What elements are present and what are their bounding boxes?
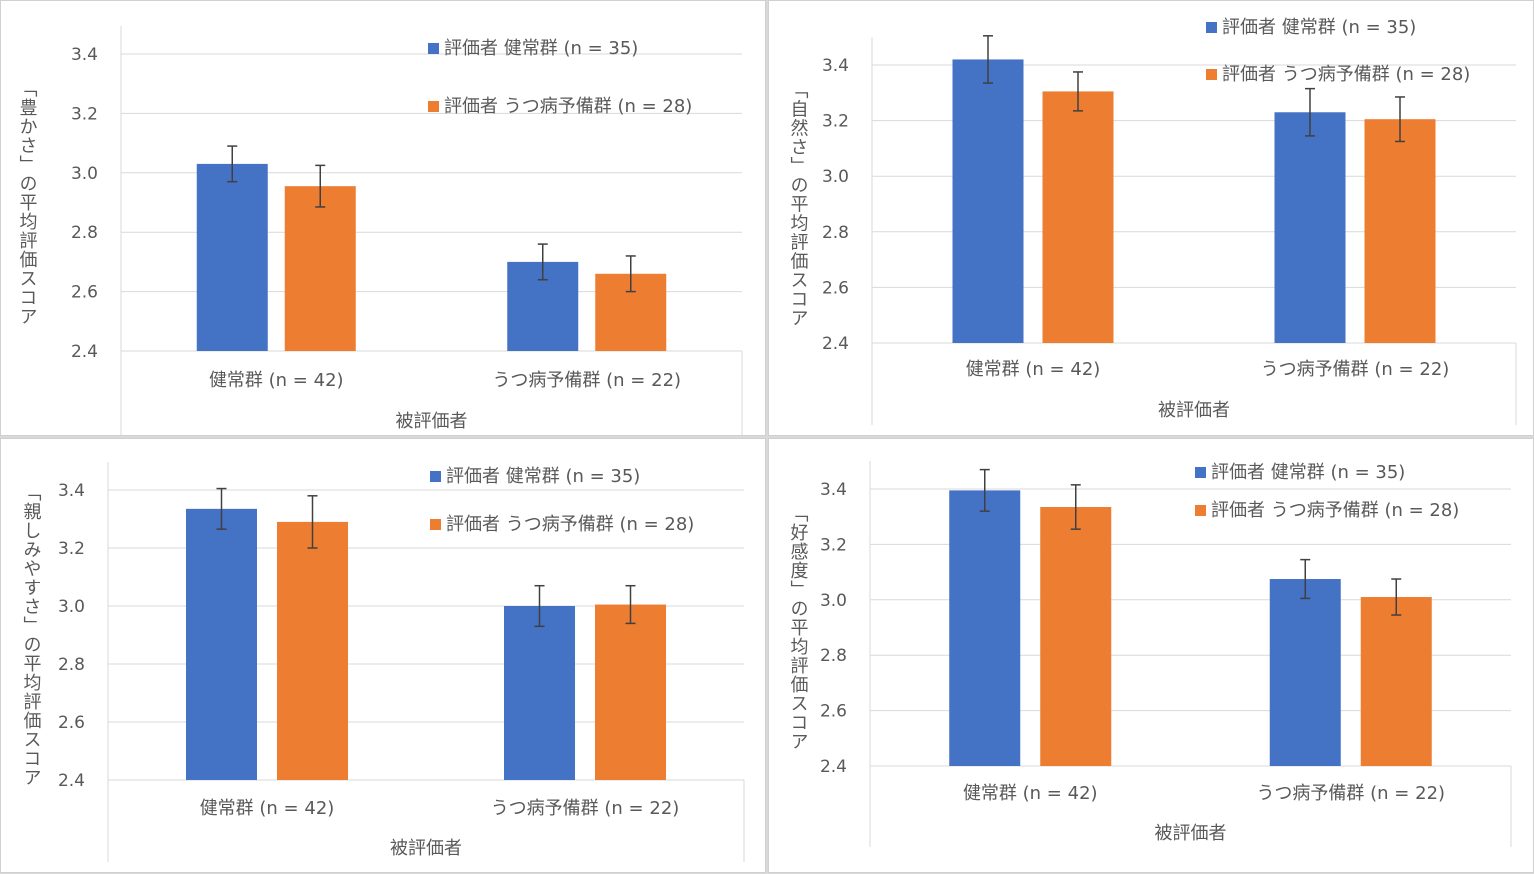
x-tick-label: 健常群 (n = 42) (209, 370, 344, 391)
bar-series1-cat2 (1269, 579, 1341, 766)
y-tick-label: 3.2 (71, 104, 98, 124)
legend-swatch (428, 101, 439, 112)
legend-label: 評価者 うつ病予備群 (n = 28) (1211, 500, 1459, 521)
chart-shizensa: 3.4 3.2 3.0 2.8 2.6 2.4 健常群 (n = 42) うつ病予備群 (n … (788, 17, 1517, 425)
y-tick-label: 2.6 (822, 278, 849, 298)
y-axis-title: 「好感度」の平均評価スコア (788, 504, 809, 751)
legend-swatch (1195, 467, 1206, 478)
legend-label: 評価者 うつ病予備群 (n = 28) (446, 514, 694, 535)
bar-series2-cat1 (1040, 507, 1112, 766)
legend-swatch (428, 43, 439, 54)
legend-label: 評価者 健常群 (n = 35) (1211, 462, 1405, 483)
legend-swatch (1206, 22, 1217, 33)
x-tick-label: うつ病予備群 (n = 22) (1256, 783, 1445, 804)
y-tick-label: 3.0 (58, 597, 85, 617)
y-tick-label: 3.0 (71, 164, 98, 184)
legend-swatch (430, 519, 441, 530)
bar-series2-cat2 (1364, 119, 1436, 344)
y-tick-label: 2.8 (58, 655, 85, 675)
chart-koukando: 3.4 3.2 3.0 2.8 2.6 2.4 健常群 (n = 42) うつ病予備群 (n … (788, 461, 1512, 847)
x-tick-label: 健常群 (n = 42) (963, 783, 1098, 804)
legend-label: 評価者 うつ病予備群 (n = 28) (444, 96, 692, 117)
y-tick-label: 3.4 (820, 480, 847, 500)
y-tick-label: 3.2 (822, 112, 849, 132)
legend-label: 評価者 うつ病予備群 (n = 28) (1222, 64, 1470, 85)
y-tick-label: 3.2 (820, 535, 847, 555)
x-axis-title: 被評価者 (390, 838, 462, 859)
bar-series1-cat1 (196, 163, 268, 351)
bar-series1-cat2 (504, 606, 575, 780)
y-tick-label: 3.0 (822, 167, 849, 187)
chart-panel-shitashimiyasusa: 3.4 3.2 3.0 2.8 2.6 2.4 健常群 (n = 42) うつ病予備群 (n … (0, 438, 766, 873)
bar-series1-cat1 (186, 508, 257, 780)
legend-label: 評価者 健常群 (n = 35) (446, 466, 640, 487)
x-tick-label: うつ病予備群 (n = 22) (492, 370, 681, 391)
bar-series2-cat1 (1042, 91, 1114, 343)
x-tick-label: うつ病予備群 (n = 22) (1261, 359, 1450, 380)
y-tick-label: 2.8 (822, 223, 849, 243)
y-tick-label: 2.8 (71, 223, 98, 243)
bar-series1-cat1 (952, 59, 1024, 343)
x-axis-title: 被評価者 (396, 411, 468, 432)
x-axis-title: 被評価者 (1155, 823, 1227, 844)
chart-panel-yutakasa: 3.4 3.2 3.0 2.8 2.6 2.4 健常群 (n = 42) うつ病予備群 (n … (0, 0, 766, 436)
chart-yutakasa: 3.4 3.2 3.0 2.8 2.6 2.4 健常群 (n = 42) うつ病予備群 (n … (17, 26, 743, 435)
y-tick-label: 2.6 (58, 713, 85, 733)
legend-swatch (1195, 505, 1206, 516)
y-tick-label: 2.4 (820, 757, 847, 777)
bar-series2-cat1 (284, 186, 356, 351)
y-tick-label: 2.4 (58, 771, 85, 791)
chart-panel-koukando: 3.4 3.2 3.0 2.8 2.6 2.4 健常群 (n = 42) うつ病予備群 (n … (768, 438, 1534, 873)
y-tick-label: 2.6 (820, 702, 847, 722)
x-axis-title: 被評価者 (1158, 400, 1230, 421)
bar-series2-cat1 (277, 521, 348, 780)
y-tick-label: 2.4 (71, 342, 98, 362)
legend-swatch (1206, 69, 1217, 80)
y-tick-label: 2.6 (71, 283, 98, 303)
y-tick-label: 2.4 (822, 334, 849, 354)
y-tick-label: 3.2 (58, 539, 85, 559)
y-axis-title: 「自然さ」の平均評価スコア (788, 81, 809, 328)
y-axis-title: 「親しみやすさ」の平均評価スコア (21, 483, 42, 787)
legend-swatch (430, 471, 441, 482)
chart-shitashimiyasusa: 3.4 3.2 3.0 2.8 2.6 2.4 健常群 (n = 42) うつ病予備群 (n … (21, 462, 745, 862)
bar-series1-cat1 (949, 490, 1021, 766)
chart-panel-shizensa: 3.4 3.2 3.0 2.8 2.6 2.4 健常群 (n = 42) うつ病予備群 (n … (768, 0, 1534, 436)
y-tick-label: 3.4 (58, 481, 85, 501)
y-tick-label: 3.4 (71, 45, 98, 65)
y-tick-label: 3.4 (822, 56, 849, 76)
bar-series2-cat2 (1360, 597, 1432, 766)
x-tick-label: 健常群 (n = 42) (200, 798, 335, 819)
legend-label: 評価者 健常群 (n = 35) (444, 38, 638, 59)
bar-series2-cat2 (595, 604, 666, 780)
y-axis-title: 「豊かさ」の平均評価スコア (17, 79, 38, 326)
x-tick-label: うつ病予備群 (n = 22) (491, 798, 680, 819)
legend-label: 評価者 健常群 (n = 35) (1222, 17, 1416, 38)
bar-series1-cat2 (1274, 112, 1346, 343)
x-tick-label: 健常群 (n = 42) (966, 359, 1101, 380)
y-tick-label: 3.0 (820, 591, 847, 611)
y-tick-label: 2.8 (820, 646, 847, 666)
